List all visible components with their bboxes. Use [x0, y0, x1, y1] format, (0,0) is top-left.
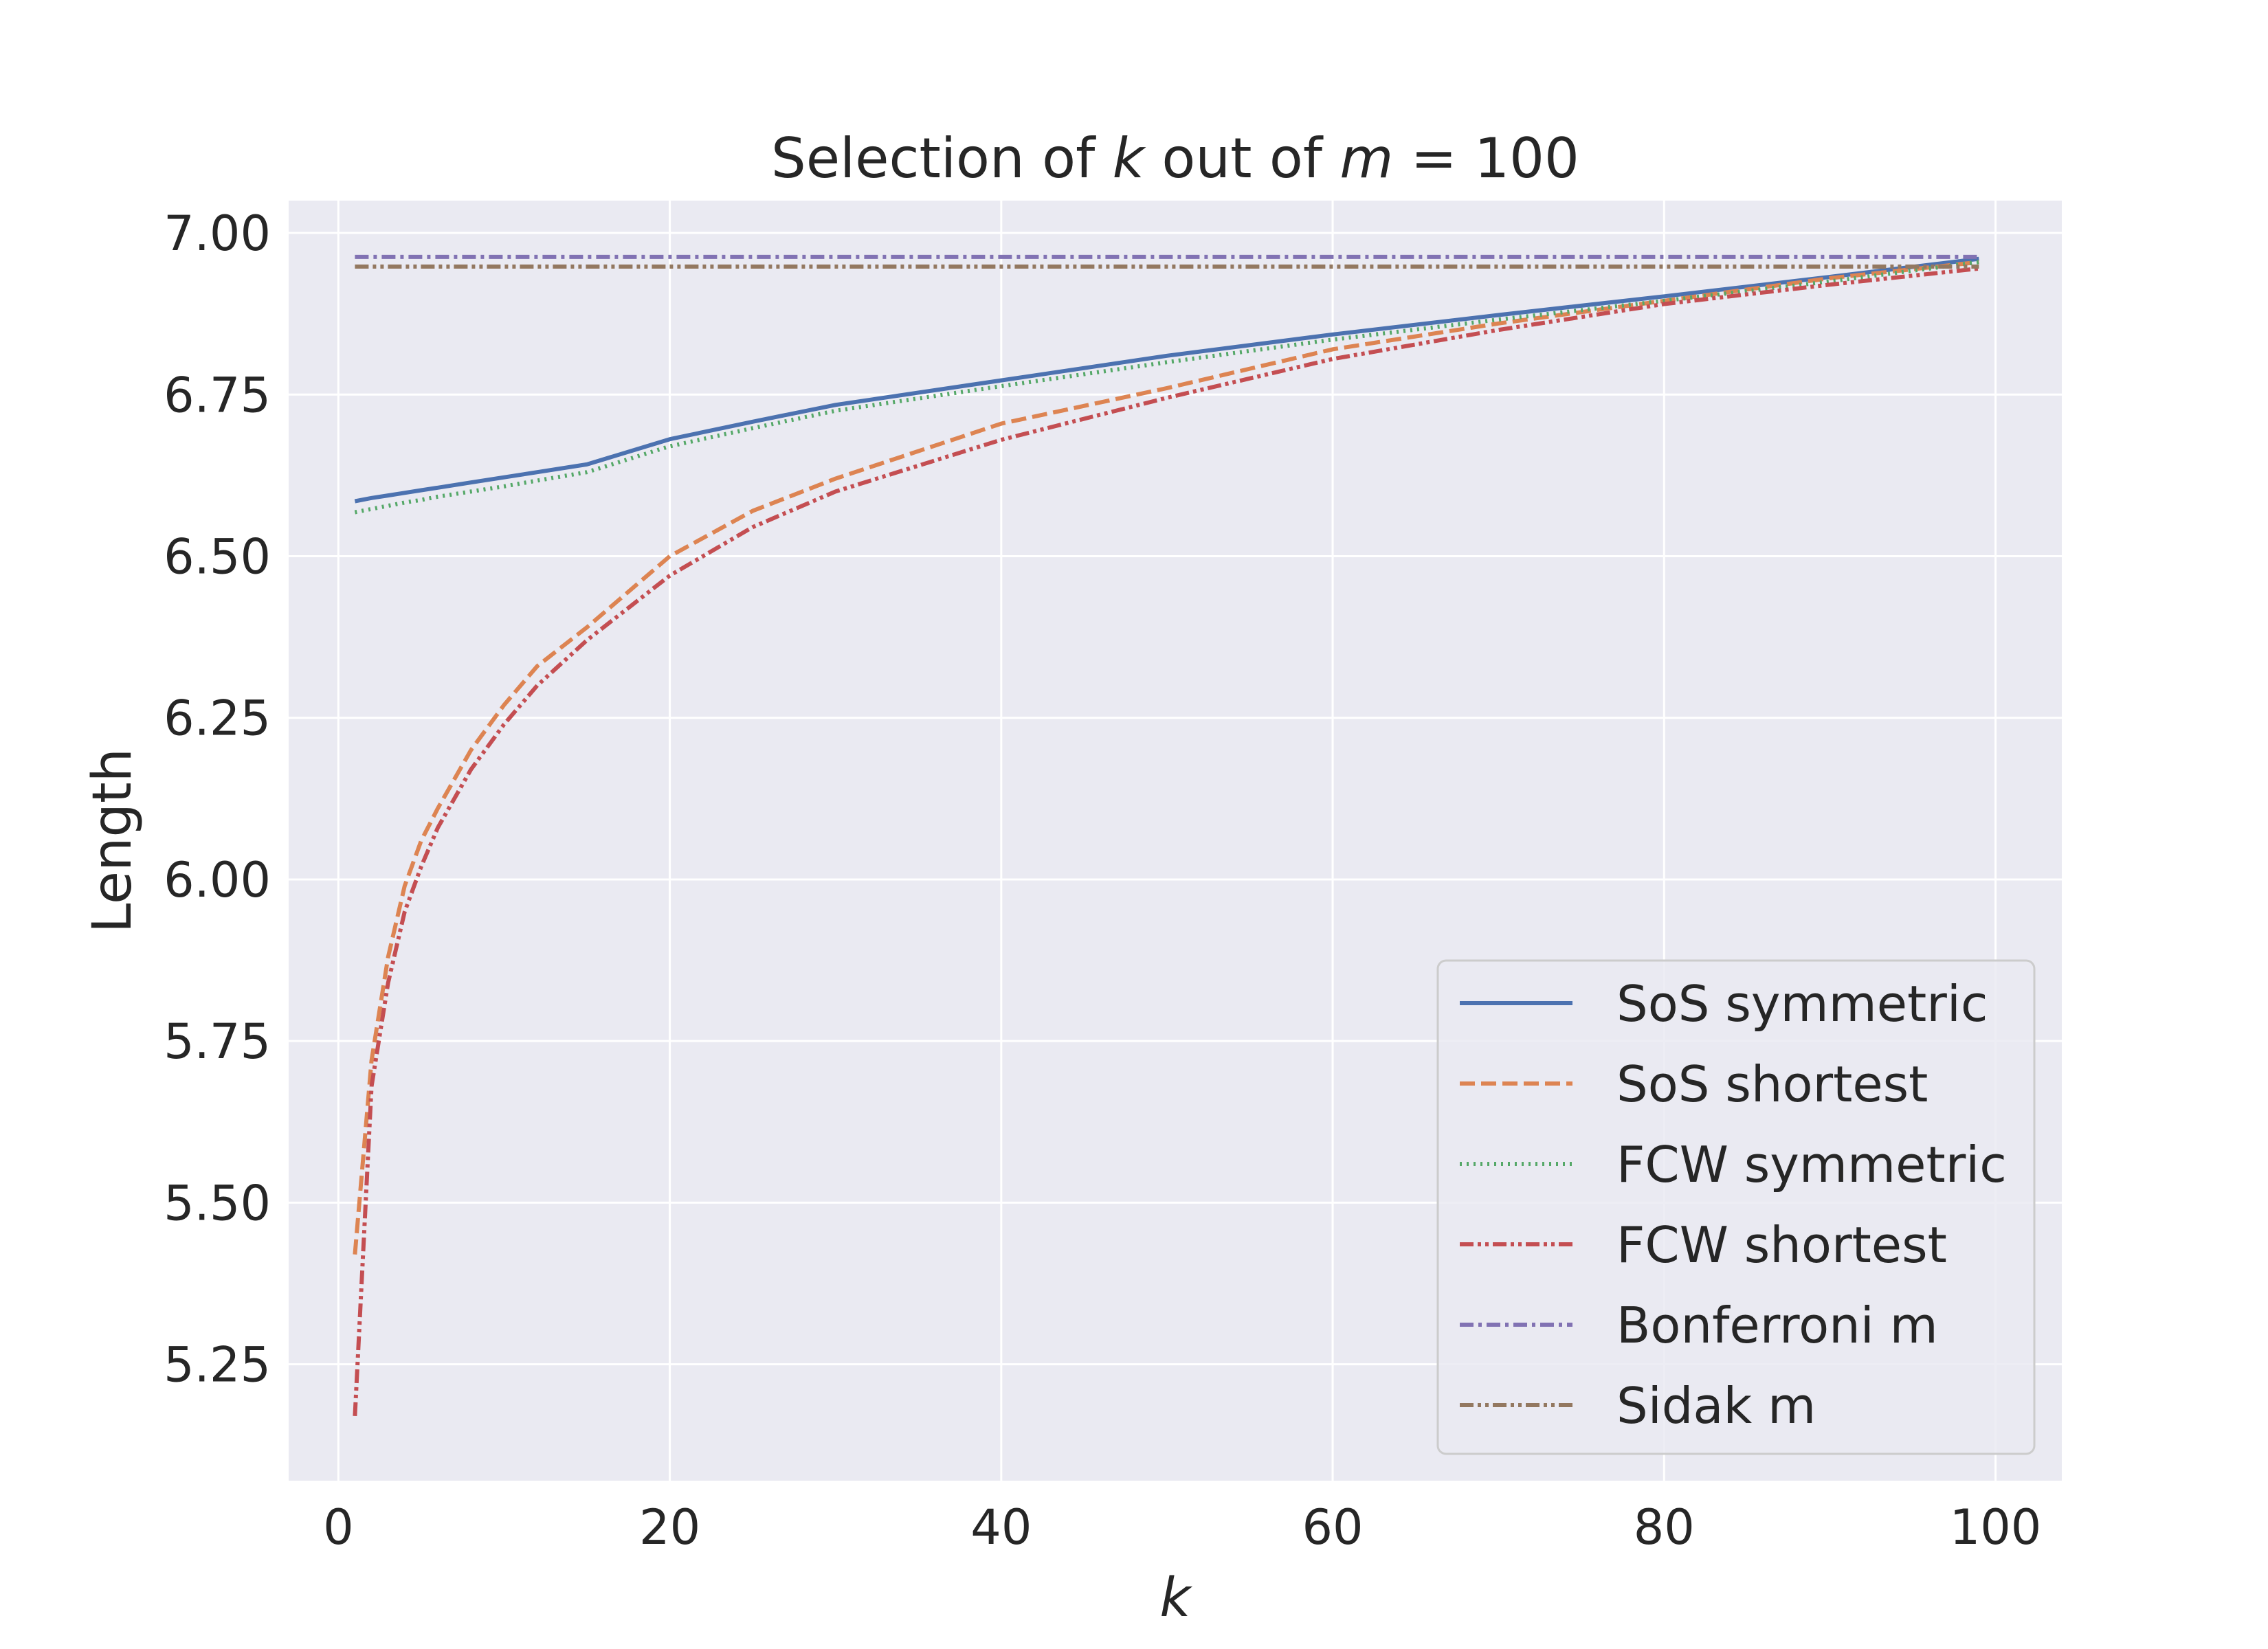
- chart-title: Selection of k out of m = 100: [771, 126, 1579, 190]
- legend-box: [1436, 959, 2036, 1455]
- series-line-sos-shortest: [353, 260, 1979, 1255]
- y-tick-label: 5.25: [164, 1337, 271, 1393]
- legend-label: Bonferroni m: [1616, 1297, 1938, 1354]
- series-line-sos-symmetric: [354, 256, 1979, 504]
- x-axis-label: k: [1159, 1567, 1192, 1629]
- x-tick-label: 80: [1634, 1499, 1695, 1556]
- legend-label: Sidak m: [1616, 1377, 1816, 1435]
- x-tick-label: 100: [1950, 1499, 2042, 1556]
- y-tick-label: 6.50: [164, 529, 271, 585]
- title-middle: out of: [1144, 126, 1339, 190]
- series-layer: [353, 254, 1979, 1417]
- title-var-m: m: [1339, 126, 1393, 190]
- legend-label: SoS symmetric: [1616, 975, 1988, 1033]
- legend-label: SoS shortest: [1616, 1055, 1928, 1113]
- x-tick-label: 40: [970, 1499, 1032, 1556]
- title-var-k: k: [1113, 126, 1146, 190]
- y-tick-label: 7.00: [164, 205, 271, 262]
- x-tick-label: 20: [639, 1499, 700, 1556]
- legend-label: FCW shortest: [1616, 1216, 1947, 1274]
- legend: SoS symmetric SoS shortest FCW symmetric FC…: [1436, 959, 2036, 1455]
- x-tick-label: 0: [323, 1499, 354, 1556]
- tick-labels: 0 20 40 60 80 100 5.25 5.50 5.75 6.00 6.25 6.50 6.75…: [164, 205, 2041, 1556]
- y-tick-label: 5.75: [164, 1013, 271, 1070]
- y-tick-label: 6.00: [164, 852, 271, 908]
- legend-label: FCW symmetric: [1616, 1136, 2007, 1193]
- y-axis-label: Length: [82, 748, 144, 933]
- y-tick-label: 6.25: [164, 691, 271, 747]
- y-tick-label: 5.50: [164, 1175, 271, 1231]
- series-line-fcw-shortest: [353, 266, 1979, 1417]
- title-prefix: Selection of: [771, 126, 1113, 190]
- y-tick-label: 6.75: [164, 367, 271, 423]
- title-suffix: = 100: [1393, 126, 1579, 190]
- x-tick-label: 60: [1302, 1499, 1364, 1556]
